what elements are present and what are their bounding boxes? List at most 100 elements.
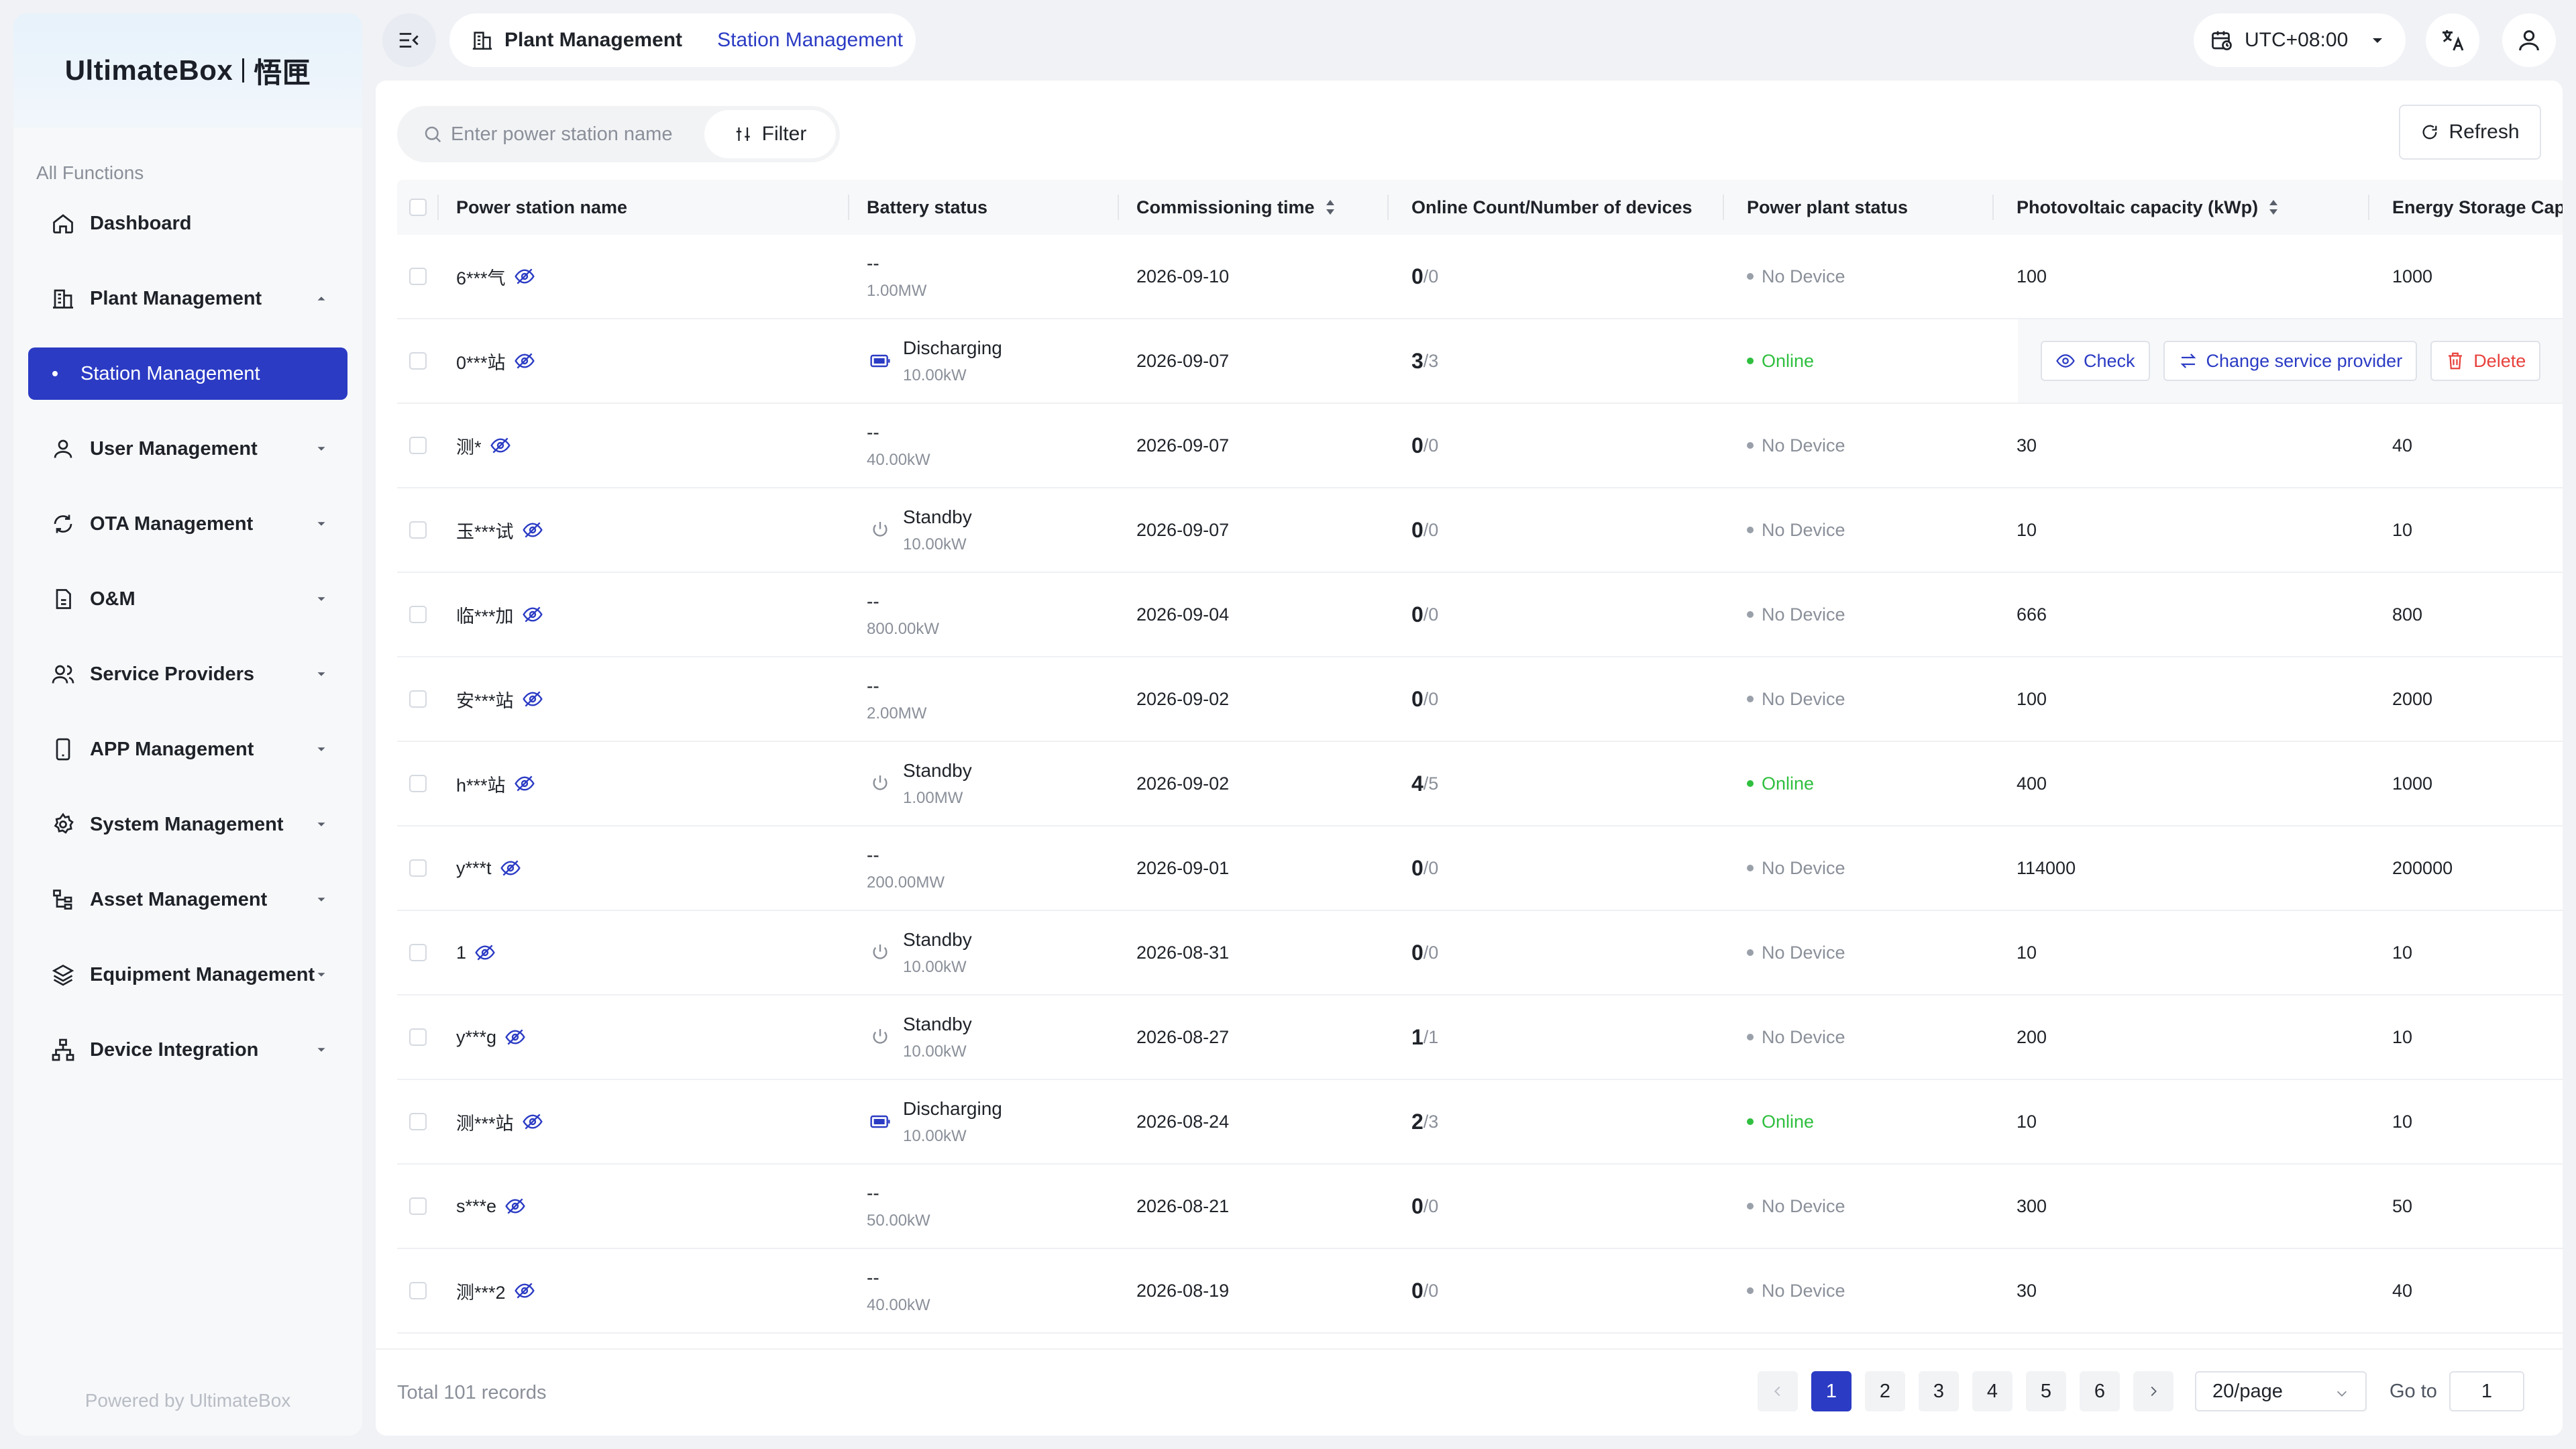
- table-row[interactable]: s***e -- 50.00kW 2026-08-21 0/0 No Device 300 5…: [397, 1165, 2563, 1249]
- change-service-provider-button[interactable]: Change service provider: [2163, 341, 2418, 381]
- collapse-sidebar-button[interactable]: [382, 13, 436, 67]
- page-3-button[interactable]: 3: [1919, 1371, 1959, 1411]
- eye-off-icon[interactable]: [504, 1195, 526, 1217]
- select-all-checkbox[interactable]: [409, 199, 427, 216]
- goto-page-input[interactable]: [2449, 1371, 2524, 1411]
- table-row[interactable]: 安***站 -- 2.00MW 2026-09-02 0/0 No Device 100 20…: [397, 657, 2563, 742]
- user-profile-button[interactable]: [2502, 13, 2556, 67]
- sidebar-item-om[interactable]: O&M: [28, 573, 347, 625]
- row-checkbox[interactable]: [409, 859, 427, 877]
- status-badge: No Device: [1747, 858, 1845, 879]
- station-name[interactable]: 测***2: [456, 1282, 506, 1303]
- sidebar-item-app-management[interactable]: APP Management: [28, 723, 347, 775]
- page-1-button[interactable]: 1: [1811, 1371, 1851, 1411]
- sidebar-item-label: Plant Management: [90, 287, 262, 309]
- search-input[interactable]: [451, 123, 726, 146]
- station-name[interactable]: h***站: [456, 775, 506, 796]
- table-header: Power station name Battery status Commis…: [397, 180, 2563, 235]
- station-name[interactable]: 1: [456, 942, 467, 963]
- station-name[interactable]: 玉***试: [456, 521, 514, 542]
- station-name[interactable]: y***t: [456, 857, 492, 878]
- row-checkbox[interactable]: [409, 1113, 427, 1130]
- sidebar-item-user-management[interactable]: User Management: [28, 423, 347, 475]
- eye-off-icon[interactable]: [490, 435, 511, 456]
- table-row[interactable]: 0***站 Discharging 10.00kW 2026-09-07 3/3 Onli…: [397, 319, 2563, 404]
- station-name[interactable]: 临***加: [456, 606, 514, 627]
- table-row[interactable]: h***站 Standby 1.00MW 2026-09-02 4/5 Online 400…: [397, 742, 2563, 826]
- eye-off-icon[interactable]: [514, 773, 535, 794]
- filter-button[interactable]: Filter: [704, 110, 836, 158]
- table-row[interactable]: y***t -- 200.00MW 2026-09-01 0/0 No Device 114…: [397, 826, 2563, 911]
- online-count: 0: [1411, 602, 1424, 627]
- row-select: [397, 488, 439, 572]
- sidebar-item-service-providers[interactable]: Service Providers: [28, 648, 347, 700]
- eye-off-icon[interactable]: [522, 604, 543, 625]
- breadcrumb-station-management[interactable]: Station Management: [717, 29, 903, 51]
- sidebar-item-system-management[interactable]: System Management: [28, 798, 347, 851]
- table-row[interactable]: 测***2 -- 40.00kW 2026-08-19 0/0 No Device 30 40: [397, 1249, 2563, 1334]
- page-6-button[interactable]: 6: [2080, 1371, 2120, 1411]
- table-row[interactable]: 1 Standby 10.00kW 2026-08-31 0/0 No Device 10 1…: [397, 911, 2563, 996]
- breadcrumb-plant-management[interactable]: Plant Management: [471, 29, 682, 52]
- header-pv-capacity[interactable]: Photovoltaic capacity (kWp): [1994, 180, 2369, 235]
- sidebar-item-device-integration[interactable]: Device Integration: [28, 1024, 347, 1076]
- delete-button[interactable]: Delete: [2430, 341, 2541, 381]
- header-commissioning-time[interactable]: Commissioning time: [1119, 180, 1389, 235]
- table-row[interactable]: y***g Standby 10.00kW 2026-08-27 1/1 No Devic…: [397, 996, 2563, 1080]
- online-count: 3: [1411, 348, 1424, 373]
- status-dot: [1747, 696, 1754, 702]
- timezone-select[interactable]: UTC+08:00: [2194, 13, 2406, 67]
- sidebar-item-plant-management[interactable]: Plant Management: [28, 272, 347, 325]
- table-row[interactable]: 临***加 -- 800.00kW 2026-09-04 0/0 No Device 666…: [397, 573, 2563, 657]
- eye-off-icon[interactable]: [522, 519, 543, 541]
- sort-icon[interactable]: [1324, 199, 1336, 215]
- row-checkbox[interactable]: [409, 606, 427, 623]
- next-page-button[interactable]: [2133, 1371, 2174, 1411]
- sidebar-item-equipment-management[interactable]: Equipment Management: [28, 949, 347, 1001]
- prev-page-button[interactable]: [1758, 1371, 1798, 1411]
- check-button[interactable]: Check: [2041, 341, 2150, 381]
- row-checkbox[interactable]: [409, 437, 427, 454]
- row-checkbox[interactable]: [409, 1197, 427, 1215]
- row-checkbox[interactable]: [409, 690, 427, 708]
- language-button[interactable]: [2426, 13, 2479, 67]
- table-row[interactable]: 玉***试 Standby 10.00kW 2026-09-07 0/0 No Devic…: [397, 488, 2563, 573]
- eye-off-icon[interactable]: [474, 942, 496, 963]
- sidebar-item-asset-management[interactable]: Asset Management: [28, 873, 347, 926]
- table-row[interactable]: 测***站 Discharging 10.00kW 2026-08-24 2/3 Onli…: [397, 1080, 2563, 1165]
- page-2-button[interactable]: 2: [1865, 1371, 1905, 1411]
- row-checkbox[interactable]: [409, 944, 427, 961]
- station-name[interactable]: 0***站: [456, 352, 506, 373]
- brand-name: UltimateBox: [64, 54, 233, 86]
- energy-storage-capacity: 50: [2392, 1195, 2413, 1216]
- page-4-button[interactable]: 4: [1972, 1371, 2012, 1411]
- row-checkbox[interactable]: [409, 352, 427, 370]
- eye-off-icon[interactable]: [500, 857, 521, 879]
- sidebar-item-dashboard[interactable]: Dashboard: [28, 197, 347, 250]
- station-name[interactable]: y***g: [456, 1026, 497, 1047]
- station-name[interactable]: 6***气: [456, 268, 506, 288]
- page-5-button[interactable]: 5: [2026, 1371, 2066, 1411]
- row-checkbox[interactable]: [409, 521, 427, 539]
- eye-off-icon[interactable]: [522, 1111, 543, 1132]
- row-checkbox[interactable]: [409, 268, 427, 285]
- row-checkbox[interactable]: [409, 1282, 427, 1299]
- station-name[interactable]: s***e: [456, 1195, 497, 1216]
- eye-off-icon[interactable]: [514, 350, 535, 372]
- row-checkbox[interactable]: [409, 775, 427, 792]
- eye-off-icon[interactable]: [514, 1280, 535, 1301]
- table-row[interactable]: 6***气 -- 1.00MW 2026-09-10 0/0 No Device 100 10…: [397, 235, 2563, 319]
- station-name[interactable]: 测***站: [456, 1113, 514, 1134]
- sidebar-item-station-management[interactable]: Station Management: [28, 347, 347, 400]
- refresh-button[interactable]: Refresh: [2399, 105, 2541, 160]
- table-row[interactable]: 测* -- 40.00kW 2026-09-07 0/0 No Device 30 40: [397, 404, 2563, 488]
- eye-off-icon[interactable]: [504, 1026, 526, 1048]
- eye-off-icon[interactable]: [522, 688, 543, 710]
- row-checkbox[interactable]: [409, 1028, 427, 1046]
- eye-off-icon[interactable]: [514, 266, 535, 287]
- station-name[interactable]: 安***站: [456, 690, 514, 711]
- sidebar-item-ota-management[interactable]: OTA Management: [28, 498, 347, 550]
- station-name[interactable]: 测*: [456, 437, 482, 458]
- page-size-select[interactable]: 20/page: [2195, 1371, 2367, 1411]
- sort-icon[interactable]: [2267, 199, 2279, 215]
